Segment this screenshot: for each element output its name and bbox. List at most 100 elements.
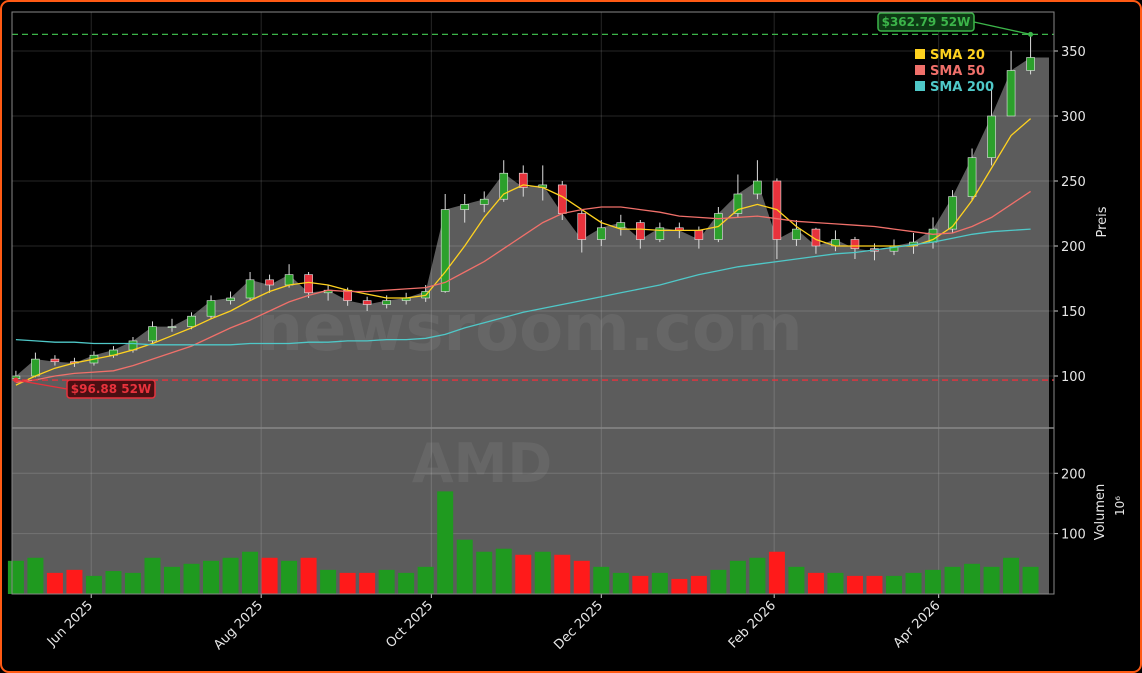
- candle-body: [440, 209, 450, 292]
- volume-bar: [593, 566, 610, 594]
- volume-bar: [261, 557, 278, 594]
- sma-line: [15, 118, 1032, 386]
- volume-bar: [1022, 566, 1039, 594]
- legend-swatch: [915, 65, 925, 75]
- volume-bar: [885, 575, 902, 594]
- y-tick-label: 200: [1061, 467, 1086, 482]
- volume-bar: [124, 572, 141, 594]
- y-tick-label: 350: [1061, 45, 1086, 60]
- candle-body: [362, 300, 372, 305]
- y2-axis-label: Volumen: [1093, 484, 1108, 541]
- volume-bar: [651, 572, 668, 594]
- volume-bar: [203, 560, 220, 594]
- candle-body: [226, 297, 235, 301]
- candle-body: [655, 227, 665, 240]
- volume-bar: [417, 566, 434, 594]
- volume-bar: [437, 491, 454, 594]
- candle-body: [948, 196, 957, 230]
- volume-bar: [632, 575, 649, 594]
- volume-bar: [612, 572, 629, 594]
- volume-bar: [710, 569, 727, 594]
- sma-line: [15, 228, 1031, 346]
- annotation-arrow: [15, 379, 68, 390]
- volume-bar: [242, 551, 259, 594]
- candle-body: [577, 213, 587, 240]
- legend-label: SMA 50: [930, 64, 985, 79]
- y-tick-label: 100: [1061, 370, 1086, 385]
- volume-bar: [573, 560, 590, 594]
- volume-bar: [105, 571, 122, 594]
- annotation-point: [13, 377, 19, 383]
- candle-body: [1026, 57, 1035, 71]
- volume-bar: [925, 569, 942, 594]
- y-tick-label: 150: [1061, 305, 1086, 320]
- annotation-point: [1028, 31, 1034, 37]
- candle-body: [733, 193, 743, 214]
- legend-label: SMA 20: [930, 48, 985, 63]
- volume-bar: [671, 578, 688, 594]
- candle-body: [187, 315, 196, 327]
- candle-body: [616, 222, 626, 229]
- candle-body: [206, 300, 216, 317]
- y-tick-label: 100: [1061, 528, 1086, 543]
- candle-body: [245, 279, 255, 299]
- volume-bar: [222, 557, 239, 594]
- volume-bar: [27, 557, 44, 594]
- candle-body: [636, 222, 645, 240]
- volume-bar: [456, 539, 473, 594]
- annotation-arrow: [973, 21, 1031, 36]
- candle-body: [382, 300, 391, 305]
- candle-body: [987, 115, 996, 158]
- volume-bar: [515, 554, 532, 594]
- volume-bar: [1003, 557, 1020, 594]
- candle-body: [792, 228, 801, 240]
- volume-bar: [164, 566, 181, 594]
- candle-body: [753, 180, 762, 195]
- volume-bar: [749, 557, 766, 594]
- candle-body: [694, 230, 704, 240]
- candle-body: [850, 239, 860, 249]
- annotation-text: $96.88 52W: [71, 382, 151, 396]
- legend-swatch: [915, 49, 925, 59]
- annotation-text: $362.79 52W: [882, 15, 971, 29]
- volume-bar: [300, 557, 317, 594]
- y-tick-label: 300: [1061, 110, 1086, 125]
- candle-body: [31, 358, 40, 377]
- volume-bar: [866, 575, 883, 594]
- candle-body: [167, 326, 177, 328]
- volume-bar: [183, 563, 200, 594]
- volume-bar: [827, 572, 844, 594]
- candle-body: [460, 204, 470, 210]
- volume-bar: [983, 566, 1000, 594]
- candle-body: [596, 227, 606, 240]
- candle-body: [1006, 70, 1016, 117]
- candle-body: [518, 172, 528, 188]
- y-tick-label: 200: [1061, 240, 1086, 255]
- candle-body: [50, 358, 60, 363]
- sma-line: [15, 190, 1031, 384]
- candle-body: [499, 172, 509, 200]
- candle-body: [479, 198, 489, 205]
- candle-body: [304, 274, 313, 294]
- axes-border: [11, 11, 1055, 595]
- volume-bar: [554, 554, 571, 594]
- volume-bar: [320, 569, 337, 594]
- legend-label: SMA 200: [930, 80, 994, 95]
- volume-bar: [495, 548, 512, 594]
- candle-body: [967, 157, 977, 197]
- volume-bar: [66, 569, 83, 594]
- volume-bar: [964, 563, 981, 594]
- volume-bar: [534, 551, 551, 594]
- volume-bar: [476, 551, 493, 594]
- y2-axis-unit: 10⁶: [1113, 496, 1127, 516]
- volume-bar: [729, 560, 746, 594]
- volume-bar: [46, 572, 63, 594]
- watermark: newsroom.com: [257, 292, 802, 366]
- volume-bar: [359, 572, 376, 594]
- volume-bar: [7, 560, 24, 594]
- volume-bar: [144, 557, 161, 594]
- volume-bar: [378, 569, 395, 594]
- volume-bar: [398, 572, 415, 594]
